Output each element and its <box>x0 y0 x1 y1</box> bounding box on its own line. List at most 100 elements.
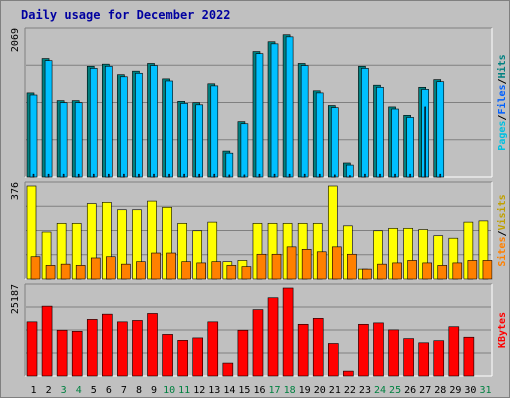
legend-pages: Pages <box>497 121 508 151</box>
bar-files <box>225 152 234 178</box>
bar-files <box>180 103 188 178</box>
legend-sites: Sites <box>496 237 508 267</box>
bar-kbytes <box>71 330 83 377</box>
bar-kbytes <box>132 320 143 377</box>
bar-kbytes <box>448 326 460 377</box>
bar-files <box>74 102 83 178</box>
bar-files <box>89 68 98 178</box>
x-tick-label-day: 17 <box>269 385 281 396</box>
bar-pages <box>198 173 201 178</box>
x-tick-label-day: 7 <box>121 385 127 396</box>
bar-sites <box>362 268 372 280</box>
bar-sites <box>106 256 116 280</box>
bar-files <box>270 43 279 178</box>
bar-kbytes <box>56 329 68 377</box>
x-tick-label-day: 2 <box>46 385 52 396</box>
bar-files <box>346 164 354 178</box>
bar-kbytes <box>343 370 354 377</box>
bar-kbytes <box>463 336 475 377</box>
bar-files <box>255 53 264 178</box>
bar-sites <box>467 260 478 280</box>
bar-pages <box>303 173 306 178</box>
bar-kbytes <box>192 337 204 377</box>
bar-files <box>376 86 384 178</box>
bar-files <box>165 80 173 178</box>
legend: Sites/Visits <box>496 194 508 266</box>
bar-sites <box>226 265 237 280</box>
bar-sites <box>75 265 86 280</box>
bar-sites <box>90 257 101 280</box>
bar-kbytes <box>388 329 399 377</box>
bar-sites <box>407 260 417 280</box>
bar-sites <box>121 263 131 280</box>
bar-pages <box>168 173 170 178</box>
bar-sites <box>452 262 463 280</box>
x-tick-label-day: 10 <box>163 385 175 396</box>
bar-sites <box>377 263 387 280</box>
bar-sites <box>437 265 448 280</box>
x-tick-label-day: 24 <box>374 385 386 396</box>
bar-pages <box>47 173 50 178</box>
legend-separator: / <box>497 230 508 236</box>
bar-pages <box>243 174 246 178</box>
bar-kbytes <box>403 338 414 377</box>
x-tick-label-day: 3 <box>61 385 67 396</box>
bar-kbytes <box>102 313 113 377</box>
bar-files <box>315 92 324 178</box>
bar-kbytes <box>358 323 369 377</box>
x-tick-label-day: 15 <box>238 385 250 396</box>
bar-kbytes <box>147 313 158 377</box>
x-tick-label-day: 12 <box>193 385 205 396</box>
bar-files <box>361 68 369 178</box>
bar-kbytes <box>327 343 339 377</box>
bar-sites <box>256 253 267 280</box>
bar-pages <box>138 173 140 178</box>
bar-sites <box>316 251 327 280</box>
bar-kbytes <box>162 334 173 377</box>
bar-pages <box>153 173 155 178</box>
x-tick-label-day: 19 <box>299 385 311 396</box>
chart-title: Daily usage for December 2022 <box>21 8 231 22</box>
bar-files <box>195 104 204 178</box>
bar-sites <box>286 246 297 280</box>
bar-files <box>406 117 414 178</box>
bar-kbytes <box>252 309 264 377</box>
x-tick-label-day: 22 <box>344 385 356 396</box>
x-tick-label-day: 11 <box>178 385 190 396</box>
bar-files <box>135 72 143 178</box>
bar-sites <box>422 262 432 280</box>
legend-visits: Visits <box>496 194 508 230</box>
bar-files <box>29 94 38 178</box>
x-tick-label-day: 8 <box>136 385 142 396</box>
bar-pages <box>92 173 95 178</box>
bar-kbytes <box>373 322 384 377</box>
bar-files <box>105 65 113 178</box>
bar-kbytes <box>312 318 324 377</box>
bar-pages <box>288 173 291 178</box>
bar-sites <box>45 265 56 280</box>
x-tick-label-day: 16 <box>253 385 265 396</box>
bar-pages <box>62 173 65 178</box>
bar-pages <box>364 173 366 178</box>
bar-sites <box>136 261 146 280</box>
x-tick-label-day: 13 <box>208 385 220 396</box>
bar-sites <box>347 253 357 280</box>
bar-sites <box>30 256 41 280</box>
x-tick-label-day: 20 <box>314 385 326 396</box>
bar-kbytes <box>41 305 53 377</box>
bar-kbytes <box>26 321 38 377</box>
legend-hits: Hits <box>496 54 508 78</box>
bar-pages <box>333 174 336 178</box>
x-tick-label-day: 25 <box>389 385 401 396</box>
bar-files <box>210 85 219 178</box>
bar-kbytes <box>297 323 309 377</box>
y-axis-max-label: 25187 <box>10 284 21 314</box>
bar-pages <box>123 173 125 178</box>
x-tick-label-day: 30 <box>464 385 476 396</box>
bar-kbytes <box>177 340 188 377</box>
bar-kbytes <box>207 321 219 377</box>
bar-files <box>300 65 309 178</box>
bar-kbytes <box>117 321 128 377</box>
bar-pages <box>258 173 261 178</box>
